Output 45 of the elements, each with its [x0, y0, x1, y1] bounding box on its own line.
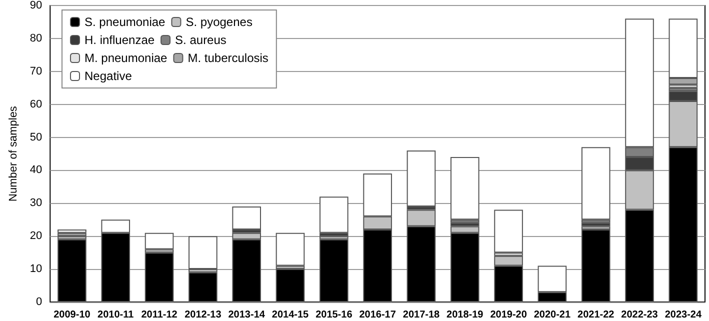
y-tick-label: 0 — [36, 296, 42, 308]
bar — [232, 206, 261, 230]
bar — [58, 230, 86, 233]
x-tick-label: 2017-18 — [402, 310, 440, 320]
bar — [276, 232, 305, 266]
legend-label: M. pneumoniae — [84, 51, 168, 65]
x-tick-label: 2019-20 — [490, 310, 528, 320]
x-tick-label: 2018-19 — [446, 310, 484, 320]
y-tick-label: 60 — [30, 98, 42, 110]
x-tick-label: 2012-13 — [184, 310, 222, 320]
legend-label: S. aureus — [175, 33, 226, 47]
x-tick-label: 2014-15 — [272, 310, 310, 320]
bar — [406, 150, 436, 206]
legend-label: S. pyogenes — [186, 15, 252, 29]
y-tick-label: 50 — [30, 131, 42, 144]
bar — [450, 157, 480, 220]
bar — [320, 196, 348, 233]
x-tick-label: 2009-10 — [54, 310, 91, 320]
bar — [144, 232, 174, 250]
bar — [581, 147, 610, 220]
y-axis-title: Number of samples — [8, 106, 20, 202]
x-tick-label: 2013-14 — [228, 310, 266, 320]
legend-label: H. influenzae — [84, 33, 155, 47]
x-tick-label: 2023-24 — [664, 310, 702, 320]
legend-label: M. tuberculosis — [188, 51, 268, 65]
bar — [581, 222, 610, 226]
y-tick-label: 40 — [30, 164, 42, 176]
x-tick-label: 2022-23 — [621, 310, 658, 320]
x-tick-label: 2021-22 — [578, 310, 615, 320]
legend-label: S. pneumoniae — [84, 15, 166, 29]
x-tick-label: 2020-21 — [534, 310, 571, 320]
y-tick-label: 10 — [30, 263, 42, 276]
y-tick-label: 80 — [30, 32, 42, 44]
bar — [58, 232, 86, 236]
x-tick-label: 2011-12 — [141, 310, 178, 320]
x-tick-label: 2015-16 — [316, 310, 353, 320]
x-tick-label: 2010-11 — [98, 310, 134, 320]
bar — [188, 236, 218, 270]
y-tick-label: 90 — [30, 0, 42, 12]
legend-label: Negative — [84, 69, 132, 83]
x-tick-label: 2016-17 — [359, 310, 396, 320]
bar — [494, 210, 523, 253]
y-tick-label: 30 — [30, 197, 42, 210]
y-tick-label: 70 — [30, 65, 42, 78]
y-tick-label: 20 — [30, 230, 42, 242]
